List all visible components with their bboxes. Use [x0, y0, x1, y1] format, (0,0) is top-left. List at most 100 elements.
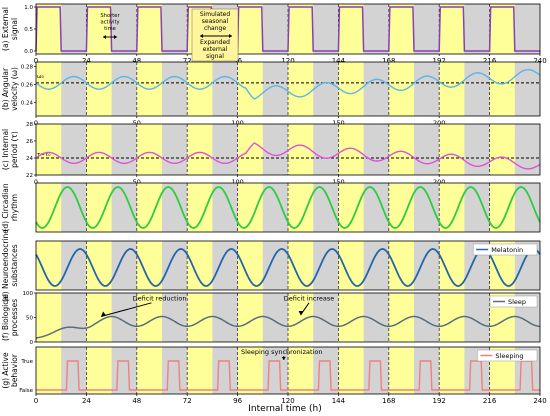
panel-d: (d) Circadian rhythm	[1, 182, 541, 233]
x-tick-label: 0	[34, 178, 38, 186]
day-band	[388, 183, 414, 232]
y-tick-label: 24	[26, 156, 33, 162]
day-band	[86, 347, 112, 394]
melatonin-line	[35, 248, 541, 287]
y-tick-label: 28	[26, 122, 33, 128]
day-band	[489, 62, 515, 116]
day-band	[237, 4, 263, 54]
arrowhead-icon	[103, 35, 117, 39]
day-band	[439, 62, 465, 116]
x-tick-label: 72	[183, 397, 192, 405]
day-band	[86, 183, 112, 232]
x-tick-label: 144	[332, 397, 346, 405]
panel-b: ω₀ 0.24 0.26 0.28 0 50 100 150 200 (b) Angular vel…	[1, 61, 541, 127]
y-tick-label: True	[20, 359, 33, 365]
annotation-text: Sleeping synchronization	[241, 348, 323, 356]
x-tick-label: 24	[82, 397, 91, 405]
annotation-text: time	[104, 26, 116, 32]
y-axis-title: (e) Neuroendocrine	[1, 229, 10, 302]
x-tick-label: 192	[433, 397, 446, 405]
day-band	[136, 241, 162, 290]
reference-label: ω₀	[37, 74, 45, 80]
reference-label: τ=τ₀	[37, 152, 51, 158]
day-band	[36, 183, 62, 232]
y-axis-title: (g) Active	[1, 352, 10, 389]
x-tick-label: 150	[332, 178, 344, 186]
omega-line	[35, 68, 541, 100]
day-band	[288, 4, 314, 54]
day-band	[136, 347, 162, 394]
day-band	[489, 4, 515, 54]
x-tick-label: 168	[382, 57, 395, 65]
x-tick-label: 168	[382, 397, 395, 405]
arrowhead-icon	[101, 311, 107, 317]
x-tick-label: 50	[133, 178, 141, 186]
x-tick-label: 72	[183, 57, 192, 65]
day-band	[338, 4, 364, 54]
y-tick-label: 0	[30, 340, 34, 346]
x-tick-label: 200	[433, 119, 445, 127]
day-band	[86, 241, 112, 290]
day-band	[237, 241, 263, 290]
panel-border	[35, 182, 541, 233]
x-tick-label: 144	[332, 57, 346, 65]
y-axis-title: (f) Biological	[1, 294, 10, 341]
y-tick-label: 1.0	[24, 5, 33, 11]
day-band	[187, 124, 213, 175]
day-band	[136, 124, 162, 175]
y-tick-label: False	[19, 388, 33, 394]
y-axis-title: rhythm	[10, 194, 19, 221]
day-band	[136, 183, 162, 232]
day-band	[439, 124, 465, 175]
sleep-line	[35, 315, 541, 339]
day-band	[136, 4, 162, 54]
y-tick-label: 0.5	[24, 27, 33, 33]
x-tick-label: 150	[332, 119, 344, 127]
y-tick-label: 0.0	[24, 49, 33, 55]
tau-line	[35, 142, 541, 170]
day-band	[288, 62, 314, 116]
day-band	[36, 241, 62, 290]
day-band	[36, 4, 62, 54]
day-band	[489, 183, 515, 232]
annotation-arrow	[100, 302, 152, 318]
y-axis-title: behavior	[10, 353, 19, 387]
legend-box	[489, 295, 538, 308]
day-band	[388, 62, 414, 116]
annotation-text: Expanded	[200, 39, 230, 46]
day-band	[237, 62, 263, 116]
x-tick-label: 0	[34, 119, 38, 127]
arrowhead-icon	[298, 311, 304, 316]
y-axis-title: substances	[10, 244, 19, 286]
y-tick-label: 0.24	[21, 101, 34, 107]
day-band	[187, 347, 213, 394]
y-axis-title: (c) Internal	[1, 129, 10, 170]
day-band	[237, 124, 263, 175]
day-band	[187, 241, 213, 290]
panel-a: 0.00.51.0024487296120144168192216240(a) …	[1, 3, 547, 65]
sleeping-line	[36, 360, 540, 391]
day-band	[439, 4, 465, 54]
annotation-text: change	[204, 25, 226, 32]
panel-border	[35, 61, 541, 117]
annotation-text: Deficit increase	[284, 294, 335, 302]
y-axis-title: period (τ)	[10, 131, 19, 168]
x-tick-label: 100	[231, 119, 243, 127]
day-band	[338, 183, 364, 232]
day-band	[237, 183, 263, 232]
panel-border	[35, 240, 541, 291]
annotation-text: activity	[100, 20, 119, 26]
day-band	[439, 183, 465, 232]
panel-e: Melatonin (e) Neuroendocrine substances	[1, 229, 541, 302]
y-axis-title: processes	[10, 299, 19, 336]
x-tick-label: 240	[533, 397, 546, 405]
annotation-text: external	[203, 46, 228, 53]
x-tick-label: 192	[433, 57, 446, 65]
x-tick-label: 0	[34, 57, 38, 65]
x-tick-label: 48	[132, 57, 141, 65]
x-tick-label: 200	[433, 178, 445, 186]
y-tick-label: 50	[26, 316, 33, 322]
day-band	[388, 241, 414, 290]
